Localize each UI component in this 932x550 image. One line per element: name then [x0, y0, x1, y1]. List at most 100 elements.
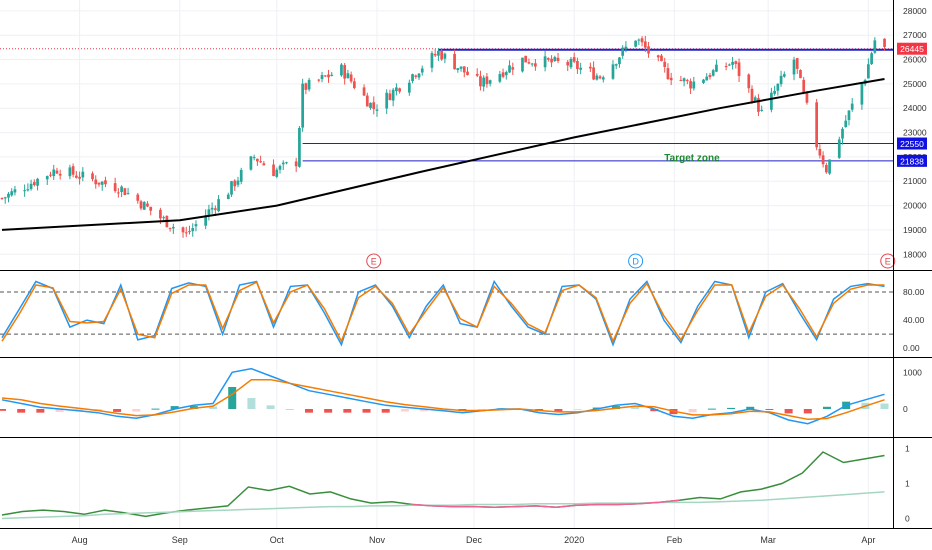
candle-body: [850, 103, 854, 110]
candle-body: [795, 58, 799, 69]
level-price-label: 21838: [900, 156, 924, 166]
ratio-panel: [1, 451, 885, 520]
candle-body: [479, 76, 482, 87]
price-level-lines: [0, 48, 893, 162]
macd-histogram-bar: [304, 409, 313, 413]
candle-body: [459, 66, 463, 69]
candle-body: [55, 170, 59, 174]
y-tick-label: 24000: [903, 103, 927, 113]
candle-body: [113, 183, 117, 192]
candle-body: [395, 87, 398, 92]
macd-histogram-bar: [746, 406, 755, 409]
candle-body: [294, 161, 298, 167]
candle-body: [782, 74, 786, 77]
event-marker: [366, 253, 382, 269]
candle-body: [689, 81, 692, 89]
candle-body: [7, 193, 10, 198]
candle-body: [656, 55, 660, 58]
x-tick-label: Feb: [667, 535, 683, 545]
candle-body: [860, 83, 864, 105]
event-marker: [628, 253, 644, 269]
candle-body: [440, 50, 444, 60]
candle-body: [430, 53, 434, 68]
candle-body: [117, 192, 120, 194]
candle-body: [534, 63, 537, 67]
candle-body: [847, 110, 851, 121]
moving-average-series: [1, 78, 885, 231]
x-tick-label: Mar: [760, 535, 776, 545]
macd-histogram-bar: [803, 409, 812, 414]
candle-body: [330, 74, 334, 76]
candle-body: [705, 76, 709, 81]
candle-body: [362, 87, 366, 96]
candle-body: [637, 39, 641, 41]
y-tick-label: 28000: [903, 6, 927, 16]
candle-body: [372, 102, 376, 110]
y-tick-label: 23000: [903, 128, 927, 138]
candle-body: [414, 75, 418, 77]
candle-body: [91, 173, 94, 180]
candle-body: [252, 157, 256, 159]
macd-histogram-bar: [611, 406, 620, 409]
candle-body: [883, 38, 886, 47]
candle-body: [728, 64, 731, 66]
y-tick-label: 27000: [903, 30, 927, 40]
macd-histogram-bar: [420, 409, 429, 412]
candle-body: [340, 64, 343, 76]
macd-histogram-bar: [765, 409, 774, 410]
candle-body: [388, 93, 392, 101]
panel-separators: [0, 0, 932, 529]
candle-body: [682, 78, 686, 82]
macd-panel: [0, 367, 889, 425]
candle-body: [45, 176, 49, 180]
candle-body: [456, 68, 460, 71]
candle-body: [618, 57, 621, 65]
time-axis[interactable]: Aug Sep Oct Nov Dec 2020 Feb Mar Apr: [72, 535, 876, 545]
candle-body: [553, 57, 557, 61]
candle-body: [660, 55, 663, 62]
candle-body: [511, 67, 515, 70]
current-price-label: 26445: [900, 44, 924, 54]
candle-body: [275, 169, 279, 177]
candle-body: [32, 182, 36, 186]
candle-body: [508, 65, 511, 73]
candle-body: [821, 155, 825, 165]
price-axis[interactable]: 1800019000200002100022000230002400025000…: [897, 6, 927, 524]
candle-body: [844, 120, 848, 128]
y-tick-label: 25000: [903, 79, 927, 89]
candle-body: [126, 192, 130, 194]
candle-body: [799, 70, 802, 79]
candle-body: [301, 83, 305, 128]
candle-body: [750, 88, 754, 102]
candle-body: [353, 81, 356, 88]
candle-body: [543, 56, 547, 68]
candle-body: [398, 88, 401, 92]
candle-body: [207, 209, 211, 216]
grid-layer: [0, 0, 893, 528]
candle-body: [411, 74, 414, 82]
macd-histogram-bar: [285, 409, 294, 410]
candle-body: [343, 65, 347, 79]
candle-body: [26, 189, 30, 191]
candle-body: [3, 197, 7, 199]
candle-body: [595, 75, 599, 80]
ratio-average-line: [1, 491, 885, 520]
candle-body: [579, 67, 583, 70]
candle-body: [213, 208, 217, 210]
candle-body: [566, 61, 570, 66]
candle-body: [188, 231, 191, 233]
candle-body: [647, 46, 650, 54]
candle-body: [679, 80, 683, 82]
candle-body: [504, 72, 508, 76]
candle-body: [142, 202, 146, 210]
y-tick-label: 26000: [903, 55, 927, 65]
macd-tick-label: 1000: [903, 367, 922, 377]
candle-body: [259, 161, 262, 163]
candle-body: [724, 66, 728, 68]
candle-body: [569, 58, 573, 68]
macd-histogram-bar: [477, 409, 486, 410]
candle-body: [737, 62, 741, 77]
candle-body: [437, 50, 440, 56]
candle-body: [643, 41, 647, 48]
